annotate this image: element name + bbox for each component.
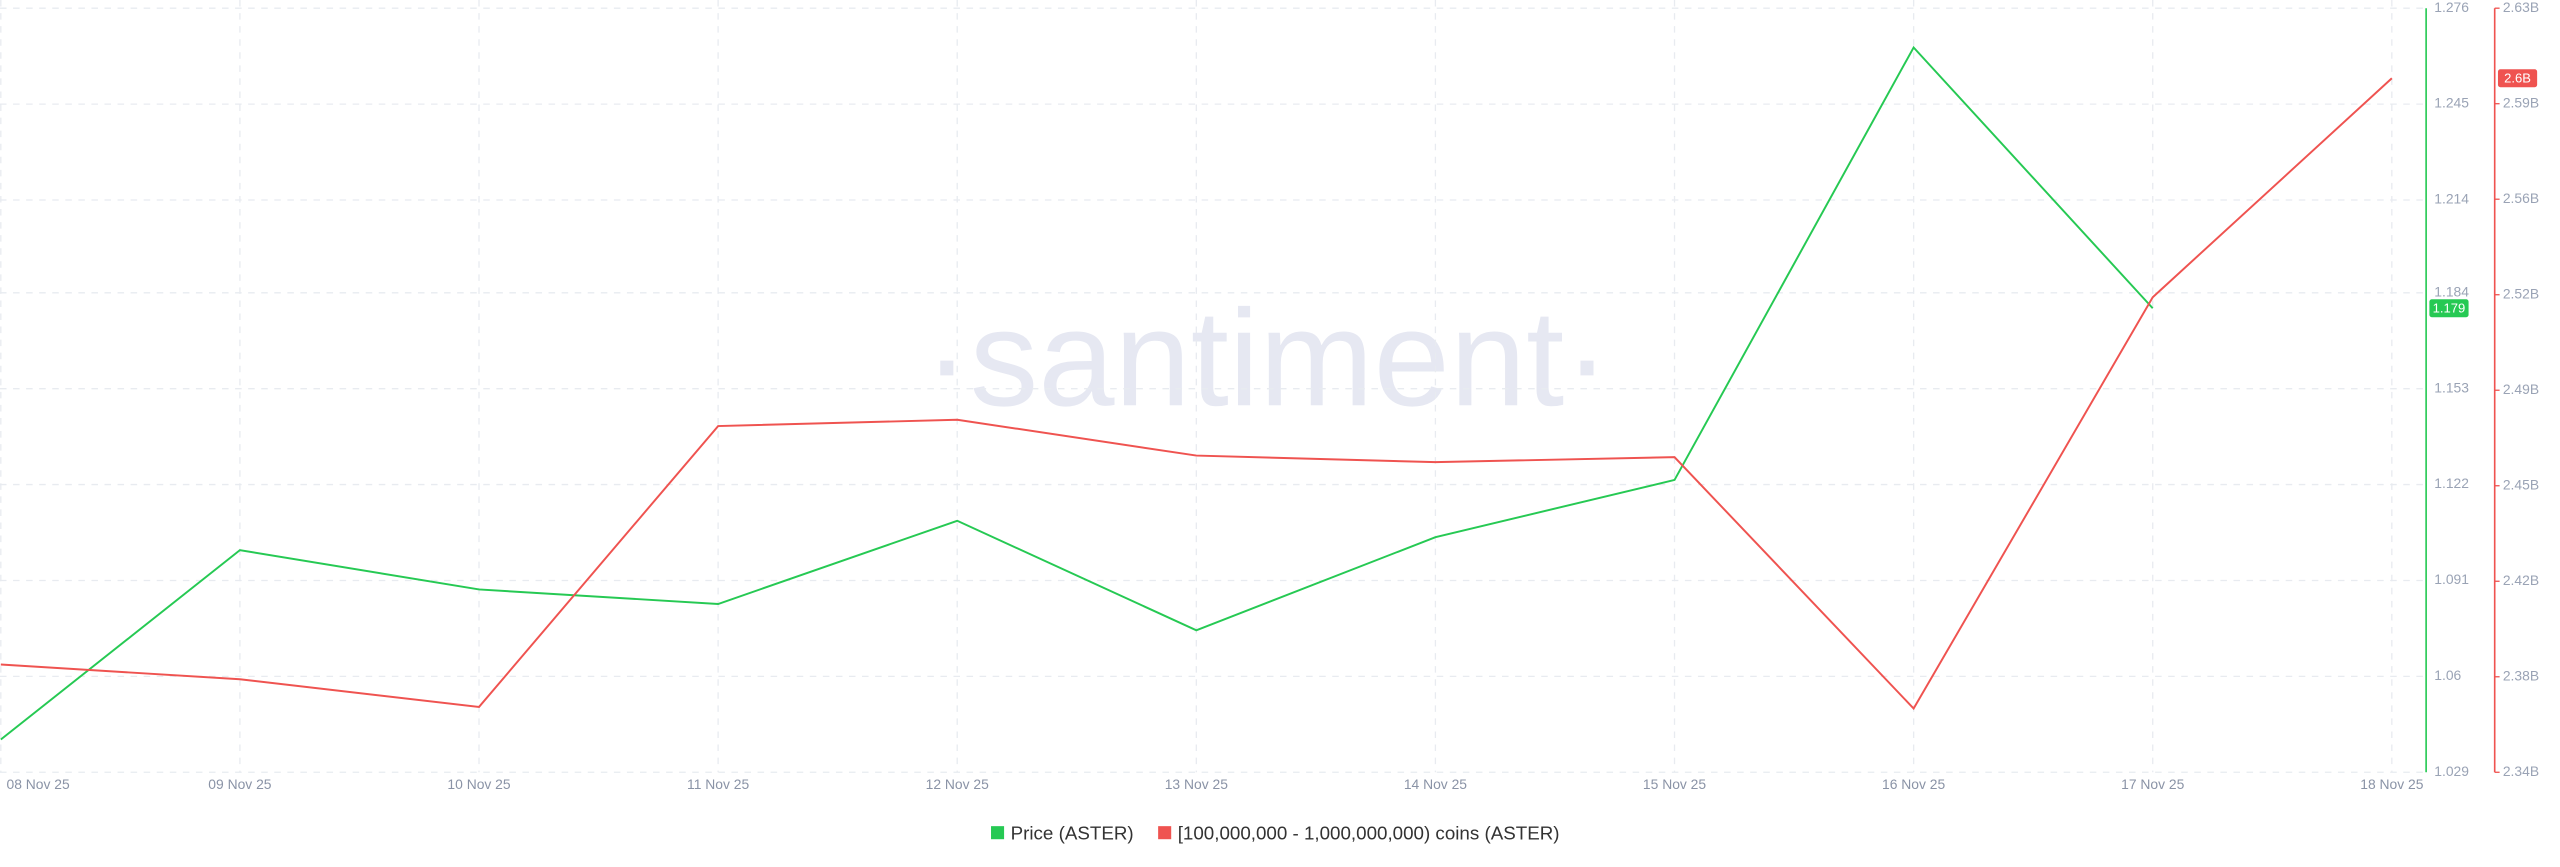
- x-tick-label: 17 Nov 25: [2121, 776, 2184, 792]
- y2-tick-label: 2.59B: [2503, 94, 2539, 110]
- y2-tick-label: 2.63B: [2503, 0, 2539, 15]
- y2-tick-label: 2.45B: [2503, 476, 2539, 492]
- y2-tick-label: 2.52B: [2503, 285, 2539, 301]
- value-badge-bg: [2497, 69, 2538, 88]
- x-tick-label: 14 Nov 25: [1404, 776, 1467, 792]
- value-label: 1.179: [2433, 301, 2466, 316]
- x-tick-label: 16 Nov 25: [1882, 776, 1945, 792]
- y2-tick-label: 2.34B: [2503, 763, 2539, 779]
- series-line: [0, 77, 2393, 711]
- x-tick-label: 13 Nov 25: [1165, 776, 1228, 792]
- x-tick-label: 08 Nov 25: [7, 776, 70, 792]
- legend-label: [100,000,000 - 1,000,000,000) coins (AST…: [1178, 822, 1560, 843]
- y-tick-label: 1.276: [2434, 0, 2469, 15]
- y-tick-label: 1.029: [2434, 763, 2469, 779]
- x-tick-label: 10 Nov 25: [447, 776, 510, 792]
- x-tick-label: 12 Nov 25: [926, 776, 989, 792]
- y-tick-label: 1.245: [2434, 95, 2469, 111]
- series-line: [0, 45, 2154, 741]
- y2-tick-label: 2.42B: [2503, 572, 2539, 588]
- legend-label: Price (ASTER): [1011, 822, 1134, 843]
- x-tick-label: 11 Nov 25: [687, 776, 749, 792]
- watermark: ·santiment·: [924, 282, 1610, 435]
- value-badge-bg: [2429, 299, 2469, 318]
- legend-swatch: [1158, 826, 1172, 840]
- y-tick-label: 1.06: [2434, 667, 2461, 683]
- y2-tick-label: 2.49B: [2503, 381, 2539, 397]
- y-tick-label: 1.184: [2434, 283, 2469, 299]
- y2-tick-label: 2.56B: [2503, 190, 2539, 206]
- y-tick-label: 1.214: [2434, 191, 2469, 207]
- legend-swatch: [991, 826, 1005, 840]
- x-tick-label: 09 Nov 25: [208, 776, 271, 792]
- value-badge: 2.6B: [2497, 69, 2538, 88]
- x-tick-label: 18 Nov 25: [2360, 776, 2423, 792]
- y-tick-label: 1.091: [2434, 571, 2469, 587]
- value-badge: 1.179: [2429, 299, 2469, 318]
- y-tick-label: 1.153: [2434, 379, 2469, 395]
- value-label: 2.6B: [2504, 71, 2531, 86]
- y2-tick-label: 2.38B: [2503, 667, 2539, 683]
- x-tick-label: 15 Nov 25: [1643, 776, 1706, 792]
- y-tick-label: 1.122: [2434, 475, 2469, 491]
